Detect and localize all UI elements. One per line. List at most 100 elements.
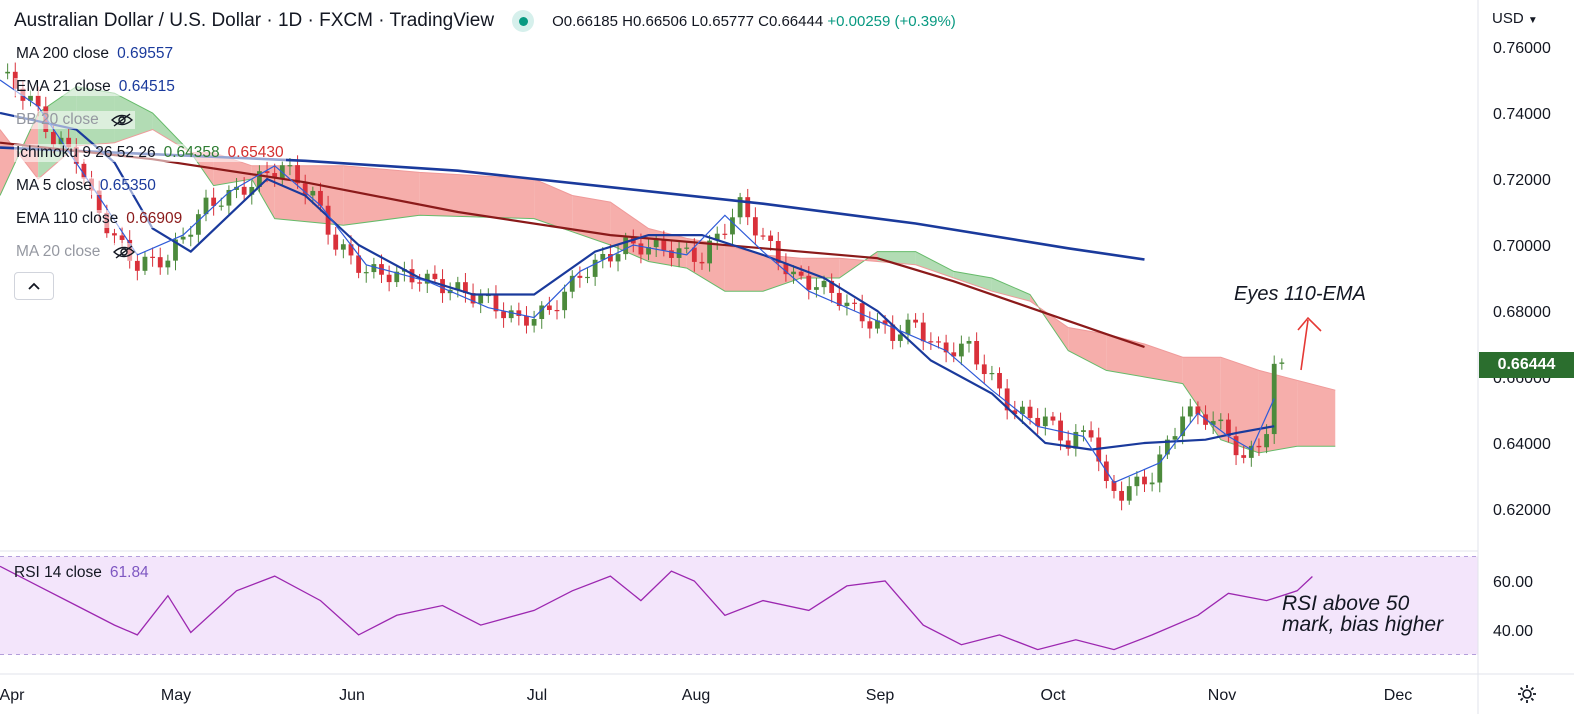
legend-ichimoku-value: 0.64358: [163, 144, 220, 161]
candle-up: [730, 217, 735, 235]
candle-down: [798, 271, 804, 276]
legend-ema21-value: 0.64515: [118, 78, 175, 95]
candle-down: [325, 205, 331, 235]
collapse-legend-button[interactable]: [14, 272, 54, 300]
candle-down: [928, 341, 934, 343]
candle-up: [340, 244, 346, 250]
candle-up: [5, 71, 11, 74]
candle-down: [768, 235, 774, 241]
candle-down: [806, 275, 812, 290]
candle-up: [1081, 430, 1086, 432]
candle-down: [752, 217, 758, 236]
candle-down: [318, 190, 323, 206]
candle-down: [699, 261, 705, 264]
legend-ma5[interactable]: MA 5 close 0.65350: [14, 177, 158, 195]
candle-down: [829, 280, 835, 293]
gear-icon[interactable]: [1516, 683, 1538, 705]
candle-down: [119, 235, 125, 240]
last-price-badge: 0.66444: [1479, 352, 1574, 378]
candle-down: [981, 364, 987, 375]
legend-ma20-label: MA 20 close: [16, 243, 101, 260]
candle-down: [264, 171, 270, 174]
candle-down: [936, 341, 941, 343]
candle-up: [684, 247, 690, 249]
candle-down: [608, 253, 613, 262]
legend-ema21[interactable]: EMA 21 close 0.64515: [14, 78, 177, 96]
hidden-eye-icon[interactable]: [112, 245, 135, 259]
candle-up: [1180, 416, 1186, 437]
currency-label: USD: [1492, 10, 1524, 27]
currency-selector[interactable]: USD ▼: [1492, 10, 1538, 27]
legend-bb20[interactable]: BB 20 close: [14, 111, 136, 129]
candle-up: [424, 273, 430, 284]
legend-ema110[interactable]: EMA 110 close 0.66909: [14, 210, 185, 228]
rsi-line: [0, 565, 1313, 651]
cloud-segment-bearish: [724, 245, 763, 292]
hidden-eye-icon[interactable]: [111, 113, 134, 127]
ema110-line: [0, 141, 1145, 349]
price-tick-label: 0.64000: [1493, 436, 1551, 453]
ohlc-values: O0.66185 H0.66506 L0.65777 C0.66444 +0.0…: [552, 13, 956, 30]
candle-down: [997, 372, 1002, 389]
legend-rsi[interactable]: RSI 14 close 61.84: [14, 564, 149, 582]
candle-up: [600, 253, 606, 260]
candle-up: [1172, 436, 1178, 440]
candle-down: [1088, 430, 1094, 438]
price-tick-label: 0.72000: [1493, 172, 1551, 189]
candle-down: [745, 197, 751, 218]
cloud-segment-bearish: [1144, 344, 1183, 384]
cloud-segment-bearish: [1220, 357, 1259, 453]
legend-rsi-value: 61.84: [109, 564, 149, 581]
candle-up: [821, 280, 827, 288]
cloud-segment-bearish: [343, 165, 420, 226]
candle-down: [112, 233, 117, 236]
legend-ichimoku[interactable]: Ichimoku 9 26 52 26 0.64358 0.65430: [14, 144, 286, 162]
time-tick-label: Apr: [0, 687, 25, 704]
time-tick-label: May: [161, 687, 191, 704]
candle-down: [417, 282, 423, 284]
candle-up: [958, 343, 964, 357]
cloud-segment-bearish: [419, 172, 535, 219]
legend-ichimoku-value2: 0.65430: [227, 144, 284, 161]
candle-down: [96, 190, 102, 213]
legend-ema21-label: EMA 21 close: [16, 78, 111, 95]
candle-up: [1279, 362, 1285, 364]
annotation-ema: Eyes 110-EMA: [1234, 283, 1366, 305]
candle-up: [1149, 482, 1155, 485]
candle-down: [386, 274, 392, 283]
candle-up: [142, 256, 148, 271]
candle-down: [1119, 490, 1125, 501]
ohlc-low: L0.65777: [691, 12, 754, 30]
legend-ma200-value: 0.69557: [117, 45, 174, 62]
candle-down: [577, 275, 583, 278]
candle-down: [524, 315, 529, 326]
symbol-title: Australian Dollar / U.S. Dollar · 1D · F…: [14, 10, 495, 31]
candle-up: [569, 275, 575, 292]
candle-down: [1035, 417, 1041, 427]
candle-down: [1142, 476, 1147, 485]
candle-up: [218, 205, 224, 207]
candle-down: [913, 319, 918, 323]
cloud-segment-bearish: [1068, 327, 1107, 371]
cloud-segment-bearish: [1258, 370, 1298, 453]
time-tick-label: Sep: [866, 687, 895, 704]
candle-down: [66, 137, 72, 148]
legend-ma200[interactable]: MA 200 close 0.69557: [14, 45, 176, 63]
candle-up: [585, 276, 590, 279]
candle-up: [653, 239, 659, 248]
candle-down: [836, 292, 842, 307]
candle-down: [356, 255, 362, 273]
price-tick-label: 0.74000: [1493, 106, 1551, 123]
rsi-tick-label: 40.00: [1493, 623, 1533, 640]
candle-up: [508, 310, 514, 319]
candle-down: [1027, 406, 1033, 418]
time-tick-label: Jun: [339, 687, 365, 704]
time-tick-label: Aug: [682, 687, 710, 704]
candle-up: [531, 319, 537, 326]
price-tick-label: 0.76000: [1493, 40, 1551, 57]
candle-down: [859, 303, 865, 322]
legend-ma20[interactable]: MA 20 close: [14, 243, 137, 261]
candle-down: [1195, 406, 1201, 415]
